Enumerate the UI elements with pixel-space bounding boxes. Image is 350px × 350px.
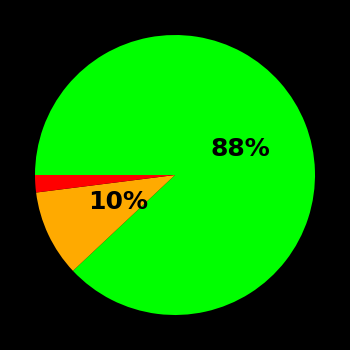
Wedge shape xyxy=(36,175,175,271)
Text: 10%: 10% xyxy=(88,190,148,214)
Wedge shape xyxy=(35,175,175,192)
Text: 88%: 88% xyxy=(210,137,270,161)
Wedge shape xyxy=(35,35,315,315)
